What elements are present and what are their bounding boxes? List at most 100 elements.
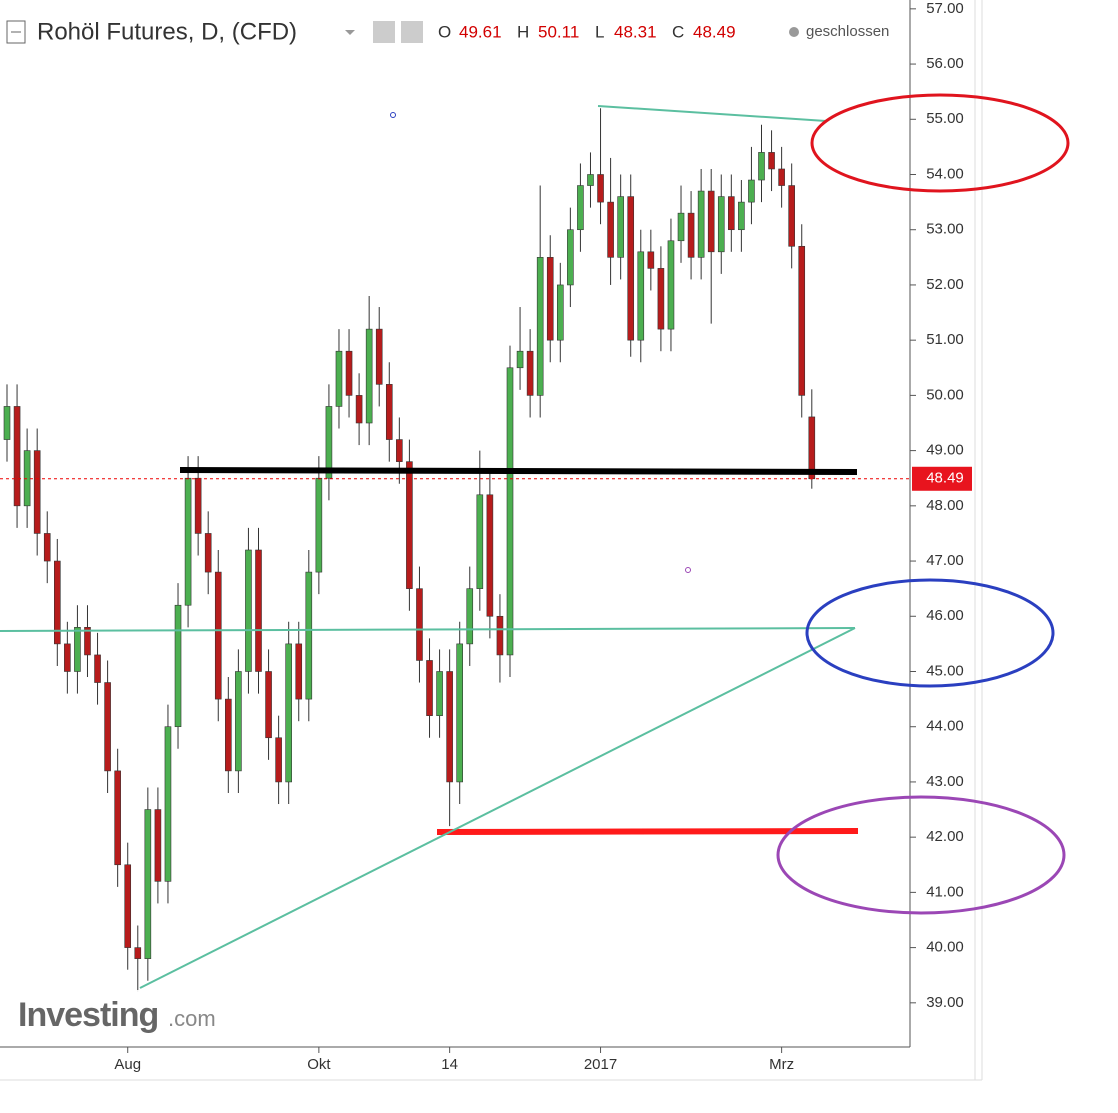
candle-body [617, 196, 624, 258]
watermark: Investing [18, 996, 158, 1034]
y-tick-label: 42.00 [926, 828, 964, 845]
candle-body [385, 384, 393, 440]
candle-body [204, 533, 212, 573]
candle-body [607, 201, 614, 258]
candle-body [33, 450, 41, 534]
candle-body [476, 494, 484, 589]
candle-body [667, 240, 675, 330]
y-tick-label: 55.00 [926, 110, 964, 127]
candle-body [466, 588, 474, 645]
trend-line [139, 627, 856, 989]
ohlc-label: L [595, 22, 604, 41]
candle-body [728, 196, 735, 231]
candle-body [275, 737, 282, 783]
y-tick-label: 44.00 [926, 718, 964, 735]
candle-body [315, 477, 323, 573]
x-tick-label: Okt [307, 1056, 331, 1073]
eye-icon[interactable] [373, 21, 395, 43]
ohlc-value: 49.61 [459, 22, 502, 41]
candle-body [345, 350, 353, 396]
candle-body [637, 251, 645, 341]
candle-body [456, 643, 464, 783]
candle-body [587, 174, 594, 186]
x-tick-label: Mrz [769, 1056, 794, 1073]
y-tick-label: 53.00 [926, 221, 964, 238]
candle-body [738, 201, 745, 231]
candle-body [426, 660, 433, 716]
ohlc-value: 48.49 [693, 22, 736, 41]
marker [685, 567, 691, 573]
highlight-ellipse [810, 93, 1070, 193]
candle-body [798, 245, 806, 396]
candle-body [375, 328, 383, 385]
highlight-ellipse [805, 578, 1055, 688]
y-tick-label: 45.00 [926, 662, 964, 679]
candle-body [687, 212, 695, 258]
support-line [179, 467, 858, 475]
candle-body [416, 588, 423, 661]
candle-body [748, 179, 755, 203]
candle-body [255, 549, 262, 672]
status-dot [789, 27, 799, 37]
candle-body [265, 671, 272, 739]
candle-body [446, 671, 453, 783]
candle-body [174, 604, 182, 728]
y-tick-label: 54.00 [926, 165, 964, 182]
candle-body [194, 477, 202, 534]
candle-body [526, 350, 534, 396]
candle-body [144, 809, 152, 959]
candle-body [657, 268, 665, 330]
y-tick-label: 43.00 [926, 773, 964, 790]
x-tick-label: 14 [441, 1056, 458, 1073]
y-tick-label: 57.00 [926, 0, 964, 17]
y-tick-label: 46.00 [926, 607, 964, 624]
x-tick-label: 2017 [584, 1056, 617, 1073]
candle-body [778, 168, 785, 186]
highlight-ellipse [776, 795, 1066, 915]
candle-body [436, 671, 443, 716]
y-tick-label: 52.00 [926, 276, 964, 293]
candle-body [536, 257, 544, 396]
ohlc-value: 48.31 [614, 22, 657, 41]
candle-body [134, 947, 142, 959]
chart-title: Rohöl Futures, D, (CFD) [37, 18, 297, 45]
candle-body [305, 571, 313, 700]
candle-body [627, 196, 635, 341]
dropdown[interactable] [345, 30, 355, 35]
y-tick-label: 51.00 [926, 331, 964, 348]
trend-line [0, 627, 856, 632]
candle-body [406, 461, 413, 589]
candle-body [3, 406, 11, 440]
candle-body [214, 571, 222, 700]
candle-body [647, 251, 655, 269]
watermark: .com [168, 1006, 216, 1031]
trend-line [597, 105, 827, 122]
candle-body [225, 698, 232, 772]
candles [3, 108, 816, 992]
candle-body [396, 439, 403, 462]
y-tick-label: 39.00 [926, 994, 964, 1011]
candle-body [567, 229, 574, 286]
ohlc-label: O [438, 22, 451, 41]
candle-body [184, 477, 192, 606]
candle-body [53, 560, 61, 645]
candle-body [124, 864, 132, 948]
candle-body [486, 494, 494, 617]
candle-body [355, 395, 363, 424]
ohlc-label: H [517, 22, 529, 41]
candle-body [546, 257, 554, 341]
candle-body [154, 809, 162, 882]
settings-icon[interactable] [401, 21, 423, 43]
candle-body [677, 212, 685, 242]
candle-body [74, 627, 81, 672]
candle-body [23, 450, 31, 507]
watermark-bg [0, 990, 235, 1040]
candle-body [13, 406, 21, 507]
candle-body [506, 367, 514, 656]
candle-body [556, 284, 564, 341]
candle-body [577, 185, 584, 231]
y-tick-label: 56.00 [926, 55, 964, 72]
candle-body [164, 726, 172, 882]
y-tick-label: 47.00 [926, 552, 964, 569]
